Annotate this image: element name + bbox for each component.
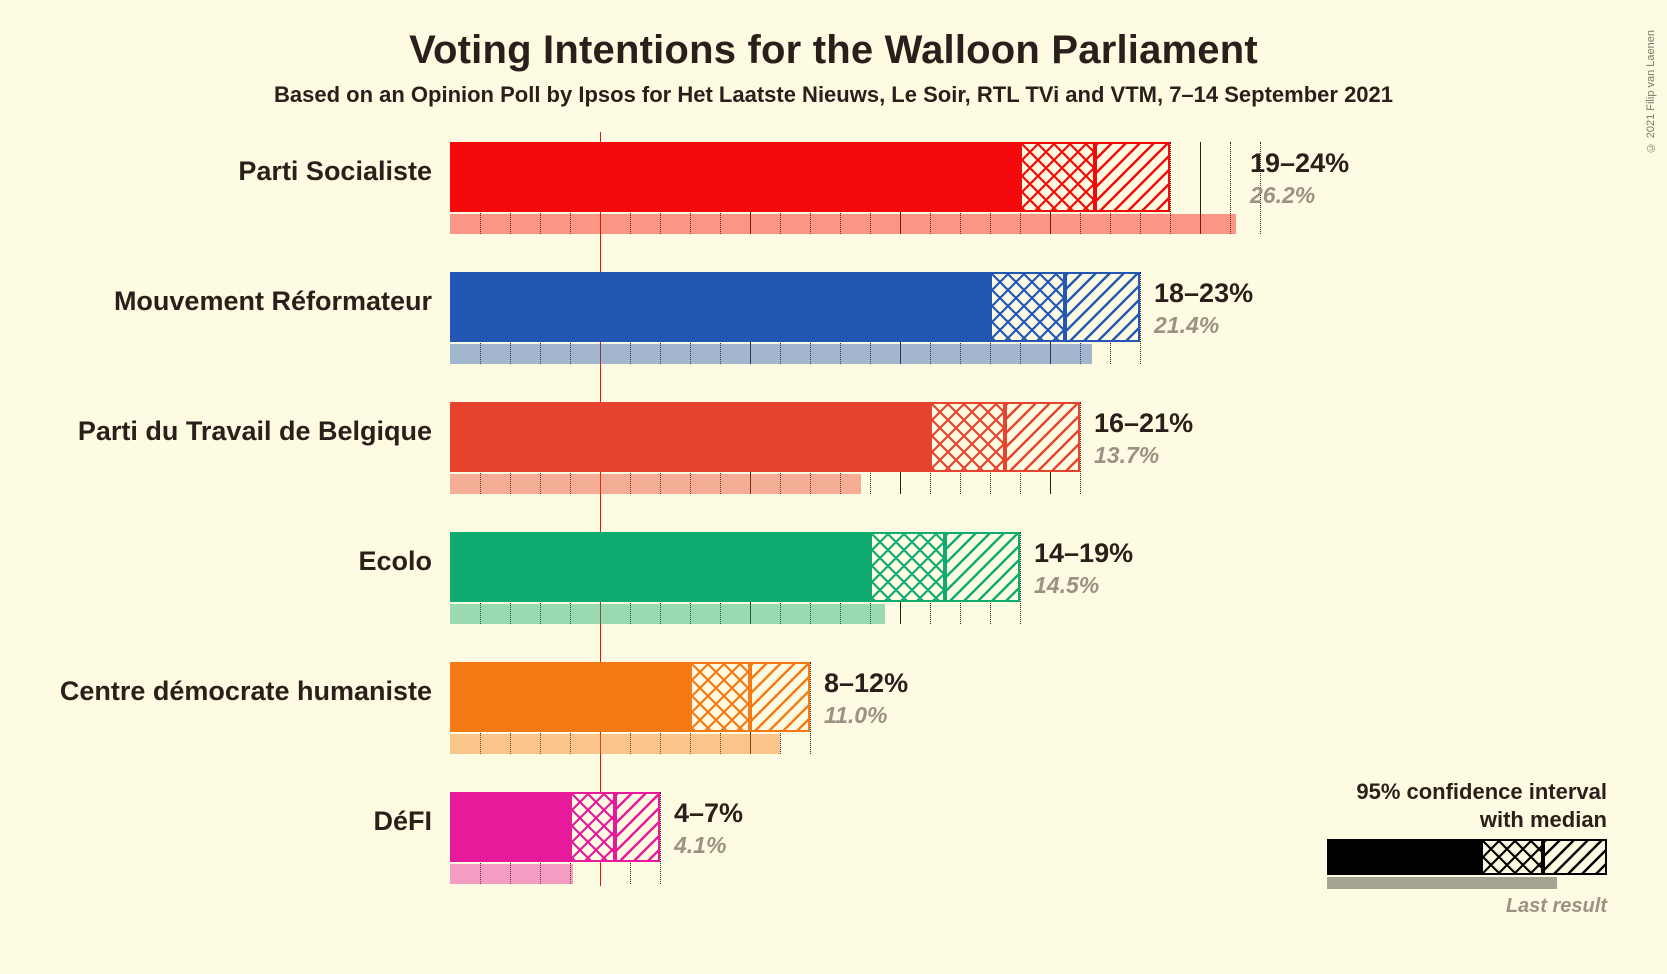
party-label: Mouvement Réformateur (2, 286, 432, 317)
bar-solid (450, 402, 930, 472)
bar-solid (450, 142, 1020, 212)
legend-diagonal (1543, 839, 1607, 875)
bar-diagonal (1005, 402, 1080, 472)
value-last: 11.0% (824, 702, 888, 729)
value-range: 14–19% (1034, 538, 1133, 569)
legend-last-label: Last result (1297, 895, 1607, 918)
bar-crosshatch (1020, 142, 1095, 212)
party-row: Mouvement Réformateur18–23%21.4% (450, 272, 1350, 392)
bar-last-result (450, 864, 573, 884)
legend-solid (1327, 839, 1481, 875)
legend-bar (1327, 839, 1607, 881)
party-row: Ecolo14–19%14.5% (450, 532, 1350, 652)
value-last: 21.4% (1154, 312, 1219, 339)
bar-solid (450, 792, 570, 862)
party-label: DéFI (2, 806, 432, 837)
bar-diagonal (615, 792, 660, 862)
value-range: 4–7% (674, 798, 743, 829)
legend-line1: 95% confidence interval (1356, 779, 1607, 804)
bar-crosshatch (570, 792, 615, 862)
bar-last-result (450, 474, 861, 494)
bar-diagonal (750, 662, 810, 732)
legend-title: 95% confidence interval with median (1297, 778, 1607, 833)
value-range: 18–23% (1154, 278, 1253, 309)
bar-last-result (450, 734, 780, 754)
credit-text: © 2021 Filip van Laenen (1645, 30, 1657, 153)
chart-title: Voting Intentions for the Walloon Parlia… (0, 28, 1667, 73)
value-range: 8–12% (824, 668, 908, 699)
chart-stage: Voting Intentions for the Walloon Parlia… (0, 0, 1667, 974)
bar-last-result (450, 214, 1236, 234)
bar-last-result (450, 604, 885, 624)
bar-solid (450, 662, 690, 732)
bar-last-result (450, 344, 1092, 364)
bar-diagonal (945, 532, 1020, 602)
chart-subtitle: Based on an Opinion Poll by Ipsos for He… (0, 82, 1667, 108)
party-label: Ecolo (2, 546, 432, 577)
value-last: 13.7% (1094, 442, 1159, 469)
party-row: Parti Socialiste19–24%26.2% (450, 142, 1350, 262)
value-range: 16–21% (1094, 408, 1193, 439)
legend-crosshatch (1481, 839, 1543, 875)
bar-solid (450, 532, 870, 602)
value-last: 26.2% (1250, 182, 1315, 209)
party-row: Parti du Travail de Belgique16–21%13.7% (450, 402, 1350, 522)
value-last: 14.5% (1034, 572, 1099, 599)
value-range: 19–24% (1250, 148, 1349, 179)
bar-crosshatch (690, 662, 750, 732)
legend-last-bar (1327, 877, 1557, 889)
party-label: Centre démocrate humaniste (2, 676, 432, 707)
party-row: Centre démocrate humaniste8–12%11.0% (450, 662, 1350, 782)
bar-crosshatch (930, 402, 1005, 472)
bar-diagonal (1065, 272, 1140, 342)
bar-solid (450, 272, 990, 342)
bar-crosshatch (870, 532, 945, 602)
bar-diagonal (1095, 142, 1170, 212)
plot-area: Parti Socialiste19–24%26.2%Mouvement Réf… (450, 132, 1350, 932)
legend-line2: with median (1480, 807, 1607, 832)
party-row: DéFI4–7%4.1% (450, 792, 1350, 912)
party-label: Parti du Travail de Belgique (2, 416, 432, 447)
legend: 95% confidence interval with median Last… (1297, 778, 1607, 918)
party-label: Parti Socialiste (2, 156, 432, 187)
value-last: 4.1% (674, 832, 726, 859)
bar-crosshatch (990, 272, 1065, 342)
